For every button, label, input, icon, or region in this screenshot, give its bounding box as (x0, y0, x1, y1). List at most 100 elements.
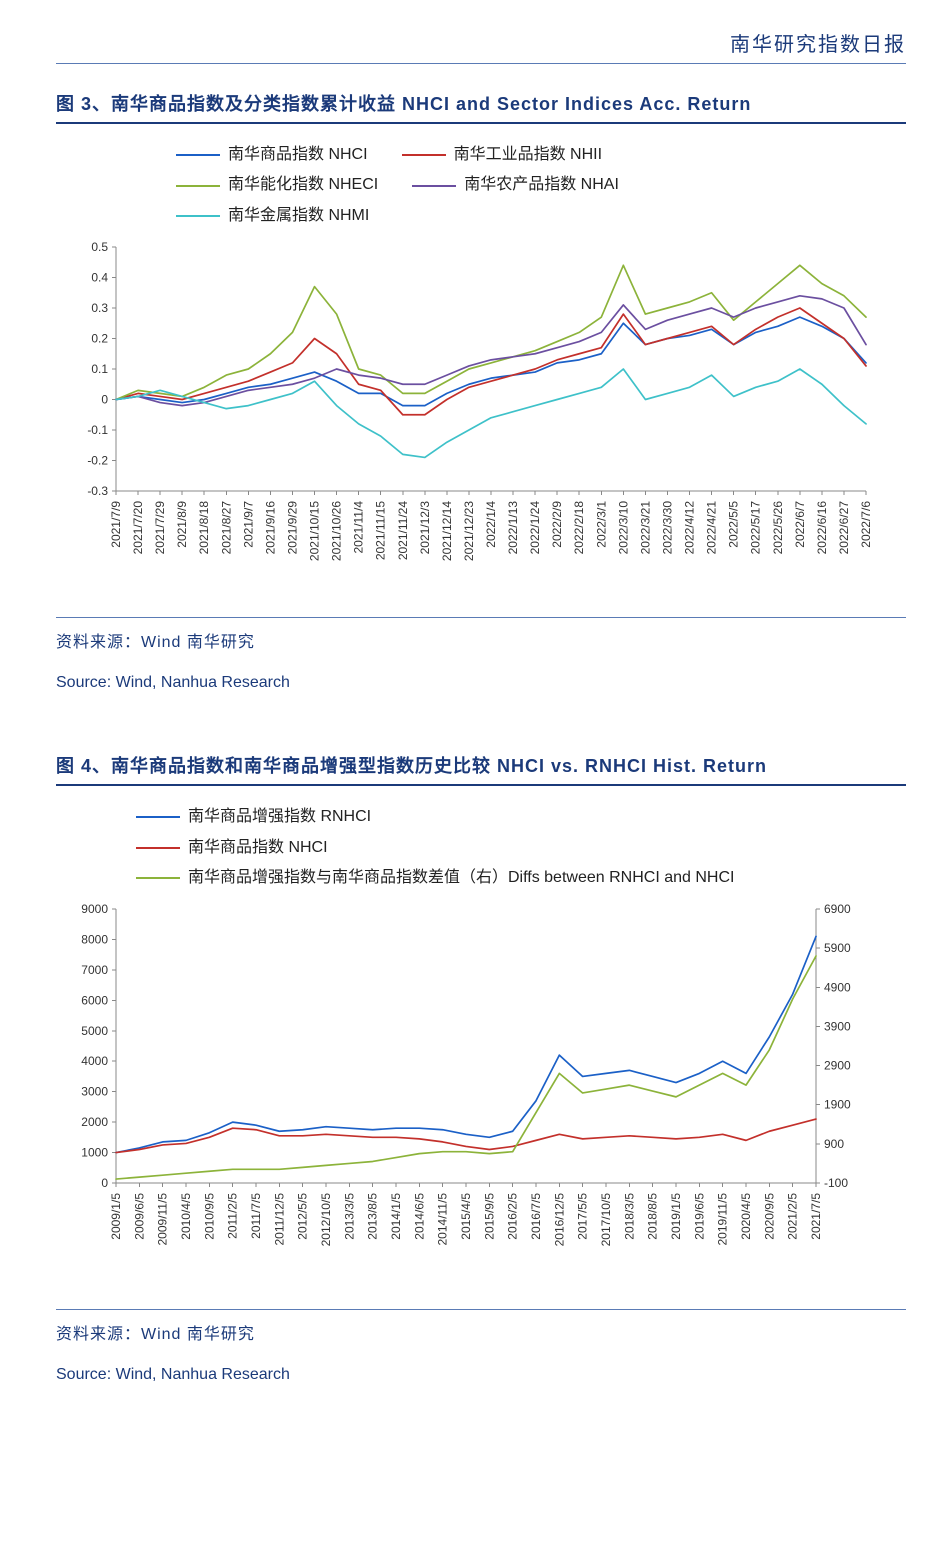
svg-text:2016/7/5: 2016/7/5 (529, 1193, 543, 1240)
svg-text:5000: 5000 (81, 1024, 108, 1038)
svg-text:2017/5/5: 2017/5/5 (576, 1193, 590, 1240)
svg-text:2021/11/24: 2021/11/24 (396, 501, 410, 560)
svg-text:2021/10/15: 2021/10/15 (308, 501, 322, 561)
svg-text:2011/12/5: 2011/12/5 (272, 1193, 286, 1246)
svg-text:7000: 7000 (81, 963, 108, 977)
svg-text:2014/6/5: 2014/6/5 (412, 1193, 426, 1240)
svg-text:2022/5/5: 2022/5/5 (727, 501, 741, 548)
page: 南华研究指数日报 图 3、南华商品指数及分类指数累计收益 NHCI and Se… (0, 0, 942, 1454)
svg-text:2020/9/5: 2020/9/5 (762, 1193, 776, 1240)
svg-text:2022/6/27: 2022/6/27 (837, 501, 851, 555)
svg-text:2014/11/5: 2014/11/5 (436, 1193, 450, 1246)
svg-text:2011/7/5: 2011/7/5 (249, 1193, 263, 1239)
svg-text:2022/3/21: 2022/3/21 (638, 501, 652, 555)
svg-text:2010/9/5: 2010/9/5 (202, 1193, 216, 1240)
svg-text:2012/10/5: 2012/10/5 (319, 1193, 333, 1247)
svg-text:2022/6/16: 2022/6/16 (815, 501, 829, 555)
svg-text:8000: 8000 (81, 933, 108, 947)
svg-text:2022/1/4: 2022/1/4 (484, 501, 498, 548)
fig3-title: 图 3、南华商品指数及分类指数累计收益 NHCI and Sector Indi… (56, 90, 906, 124)
svg-text:-0.3: -0.3 (87, 484, 108, 498)
svg-text:2017/10/5: 2017/10/5 (599, 1193, 613, 1247)
svg-text:0.5: 0.5 (91, 241, 108, 254)
legend-item: 南华商品指数 NHCI (136, 833, 328, 863)
svg-text:2021/8/9: 2021/8/9 (175, 501, 189, 548)
svg-text:2021/11/4: 2021/11/4 (352, 501, 366, 554)
svg-text:0.1: 0.1 (91, 362, 108, 376)
svg-text:0.4: 0.4 (91, 271, 108, 285)
svg-text:2012/5/5: 2012/5/5 (296, 1193, 310, 1240)
svg-text:0: 0 (101, 393, 108, 407)
svg-text:0.3: 0.3 (91, 301, 108, 315)
svg-text:3900: 3900 (824, 1020, 851, 1034)
svg-text:2021/8/27: 2021/8/27 (219, 501, 233, 555)
svg-text:0: 0 (101, 1176, 108, 1190)
svg-text:2022/3/1: 2022/3/1 (594, 501, 608, 548)
svg-text:0.2: 0.2 (91, 332, 108, 346)
svg-text:2019/11/5: 2019/11/5 (716, 1193, 730, 1246)
fig4-source-en: Source: Wind, Nanhua Research (56, 1348, 906, 1414)
legend-item: 南华商品指数 NHCI (176, 140, 368, 170)
svg-text:2016/12/5: 2016/12/5 (552, 1193, 566, 1247)
legend-item: 南华农产品指数 NHAI (412, 170, 619, 200)
svg-text:9000: 9000 (81, 903, 108, 916)
fig4-title: 图 4、南华商品指数和南华商品增强型指数历史比较 NHCI vs. RNHCI … (56, 752, 906, 786)
svg-text:2010/4/5: 2010/4/5 (179, 1193, 193, 1240)
svg-text:1000: 1000 (81, 1146, 108, 1160)
svg-text:2022/6/7: 2022/6/7 (793, 501, 807, 548)
svg-text:2013/3/5: 2013/3/5 (342, 1193, 356, 1240)
svg-text:2009/11/5: 2009/11/5 (156, 1193, 170, 1246)
svg-text:2016/2/5: 2016/2/5 (506, 1193, 520, 1240)
svg-text:2021/7/5: 2021/7/5 (809, 1193, 823, 1240)
svg-text:3000: 3000 (81, 1085, 108, 1099)
legend-item: 南华工业品指数 NHII (402, 140, 602, 170)
svg-text:6900: 6900 (824, 903, 851, 916)
fig4-legend: 南华商品增强指数 RNHCI南华商品指数 NHCI南华商品增强指数与南华商品指数… (56, 790, 906, 899)
svg-text:2015/4/5: 2015/4/5 (459, 1193, 473, 1240)
svg-text:2021/12/23: 2021/12/23 (462, 501, 476, 561)
svg-text:2019/1/5: 2019/1/5 (669, 1193, 683, 1240)
svg-text:2021/8/18: 2021/8/18 (197, 501, 211, 555)
svg-text:2021/10/26: 2021/10/26 (330, 501, 344, 561)
svg-text:2021/7/9: 2021/7/9 (109, 501, 123, 548)
svg-text:2022/7/6: 2022/7/6 (859, 501, 873, 548)
svg-text:2000: 2000 (81, 1115, 108, 1129)
svg-text:2022/2/9: 2022/2/9 (550, 501, 564, 548)
svg-text:2900: 2900 (824, 1059, 851, 1073)
legend-item: 南华能化指数 NHECI (176, 170, 378, 200)
svg-text:1900: 1900 (824, 1098, 851, 1112)
svg-text:2015/9/5: 2015/9/5 (482, 1193, 496, 1240)
svg-text:2021/9/16: 2021/9/16 (263, 501, 277, 555)
svg-text:-0.1: -0.1 (87, 423, 108, 437)
svg-text:2022/4/12: 2022/4/12 (683, 501, 697, 555)
svg-text:2018/8/5: 2018/8/5 (646, 1193, 660, 1240)
svg-text:-100: -100 (824, 1176, 848, 1190)
svg-text:2021/9/7: 2021/9/7 (241, 501, 255, 548)
svg-text:2021/11/15: 2021/11/15 (374, 501, 388, 560)
svg-text:2009/6/5: 2009/6/5 (132, 1193, 146, 1240)
fig3-source-en: Source: Wind, Nanhua Research (56, 656, 906, 722)
svg-text:6000: 6000 (81, 994, 108, 1008)
svg-text:4900: 4900 (824, 981, 851, 995)
svg-text:2018/3/5: 2018/3/5 (622, 1193, 636, 1240)
fig3-chart: -0.3-0.2-0.10 0.1 0.2 0.3 0.4 0.52021/7/… (56, 241, 876, 611)
legend-item: 南华商品增强指数与南华商品指数差值（右）Diffs between RNHCI … (136, 863, 734, 893)
legend-item: 南华商品增强指数 RNHCI (136, 802, 371, 832)
svg-text:2021/9/29: 2021/9/29 (285, 501, 299, 555)
svg-text:5900: 5900 (824, 941, 851, 955)
svg-text:2021/7/20: 2021/7/20 (131, 501, 145, 555)
fig3-source-cn: 资料来源：Wind 南华研究 (56, 617, 906, 656)
svg-text:2022/3/30: 2022/3/30 (660, 501, 674, 555)
fig4-chart: 0 1000 2000 3000 4000 5000 6000 7000 8000 9000 -10… (56, 903, 876, 1303)
fig4-source-cn: 资料来源：Wind 南华研究 (56, 1309, 906, 1348)
svg-text:900: 900 (824, 1137, 844, 1151)
page-header: 南华研究指数日报 (56, 28, 906, 64)
svg-text:2022/5/17: 2022/5/17 (749, 501, 763, 555)
legend-item: 南华金属指数 NHMI (176, 201, 369, 231)
svg-text:2022/5/26: 2022/5/26 (771, 501, 785, 555)
svg-text:2011/2/5: 2011/2/5 (226, 1193, 240, 1239)
svg-text:2014/1/5: 2014/1/5 (389, 1193, 403, 1240)
svg-text:4000: 4000 (81, 1055, 108, 1069)
svg-text:2009/1/5: 2009/1/5 (109, 1193, 123, 1240)
svg-text:2021/7/29: 2021/7/29 (153, 501, 167, 555)
